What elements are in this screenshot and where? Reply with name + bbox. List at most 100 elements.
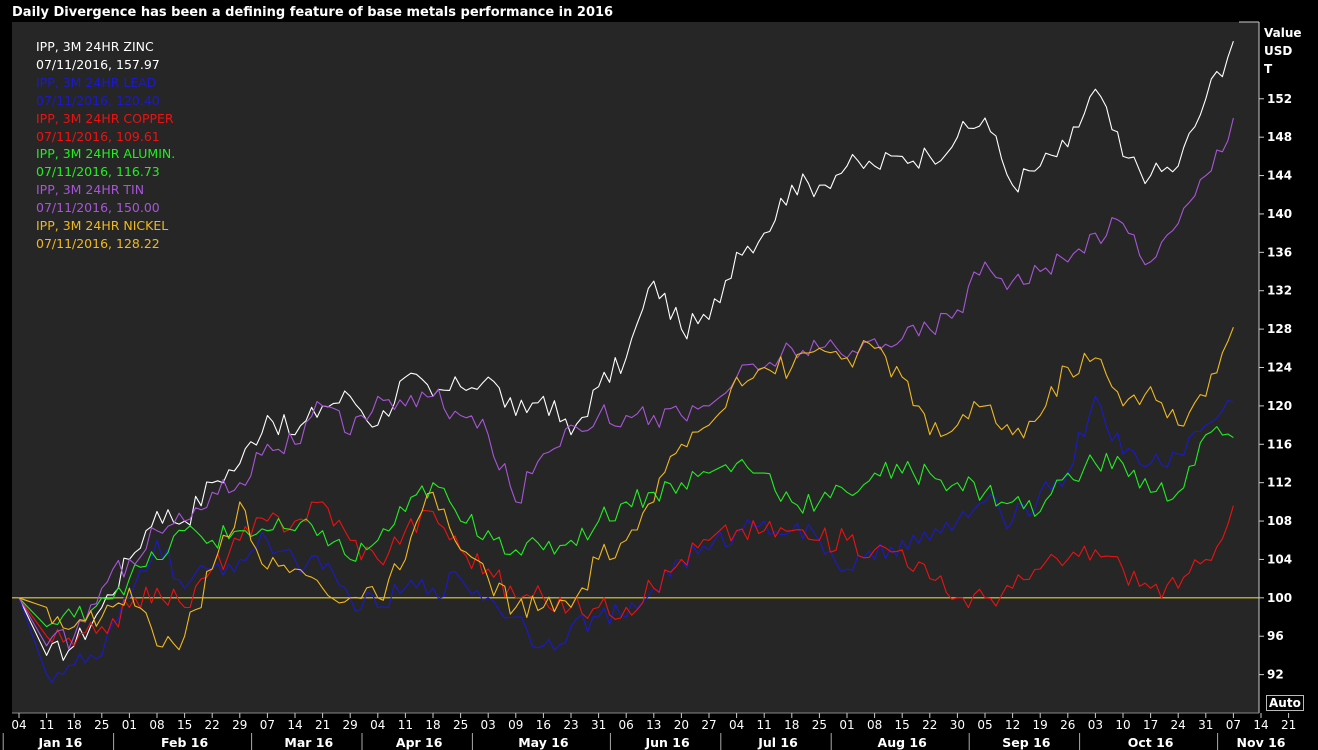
- legend-value-zinc: 07/11/2016, 157.97: [36, 56, 160, 72]
- x-day-label: 27: [701, 718, 716, 732]
- y-tick-label: 128: [1267, 322, 1292, 336]
- x-day-label: 04: [729, 718, 744, 732]
- x-month-label: Feb 16: [161, 735, 209, 750]
- x-month-label: Jan 16: [38, 735, 83, 750]
- x-day-label: 30: [950, 718, 965, 732]
- x-day-label: 29: [232, 718, 247, 732]
- x-day-label: 16: [536, 718, 551, 732]
- x-day-label: 09: [508, 718, 523, 732]
- x-day-label: 04: [11, 718, 26, 732]
- y-tick-label: 112: [1267, 476, 1292, 490]
- x-day-label: 08: [867, 718, 882, 732]
- legend-name-zinc: IPP, 3M 24HR ZINC: [36, 39, 154, 54]
- x-day-label: 25: [453, 718, 468, 732]
- x-day-label: 03: [1088, 718, 1103, 732]
- x-day-label: 04: [370, 718, 385, 732]
- y-tick-label: 136: [1267, 245, 1292, 259]
- unit-line-unit: T: [1264, 62, 1273, 76]
- x-day-label: 03: [481, 718, 496, 732]
- y-tick-label: 108: [1267, 514, 1292, 528]
- x-month-label: Aug 16: [878, 735, 928, 750]
- series-line-6[interactable]: [18, 327, 1234, 651]
- legend-value-lead: 07/11/2016, 120.40: [36, 92, 160, 108]
- x-day-label: 10: [1115, 718, 1130, 732]
- y-tick-label: 124: [1267, 361, 1292, 375]
- x-day-label: 13: [646, 718, 661, 732]
- legend-value-copper: 07/11/2016, 109.61: [36, 128, 160, 144]
- x-day-label: 26: [1060, 718, 1075, 732]
- legend-name-copper: IPP, 3M 24HR COPPER: [36, 110, 174, 126]
- chart-title: Daily Divergence has been a defining fea…: [12, 5, 614, 20]
- x-day-label: 31: [591, 718, 606, 732]
- y-axis-unit-label: Value USD T: [1264, 24, 1302, 78]
- auto-scale-button[interactable]: Auto: [1266, 695, 1304, 711]
- x-day-label: 18: [425, 718, 440, 732]
- x-day-label: 20: [674, 718, 689, 732]
- x-day-label: 14: [287, 718, 302, 732]
- x-day-label: 01: [122, 718, 137, 732]
- x-day-label: 11: [398, 718, 413, 732]
- x-month-label: May 16: [518, 735, 569, 750]
- series-line-4[interactable]: [18, 426, 1234, 628]
- unit-line-value: Value: [1264, 26, 1302, 40]
- legend-name-aluminium: IPP, 3M 24HR ALUMIN.: [36, 146, 176, 162]
- x-day-label: 07: [1226, 718, 1241, 732]
- x-day-label: 29: [343, 718, 358, 732]
- x-day-label: 08: [149, 718, 164, 732]
- x-month-label: Apr 16: [396, 735, 443, 750]
- y-tick-label: 152: [1267, 92, 1292, 106]
- x-day-label: 24: [1171, 718, 1186, 732]
- x-day-label: 05: [977, 718, 992, 732]
- legend: IPP, 3M 24HR ZINC 07/11/2016, 157.97 IPP…: [36, 38, 175, 253]
- x-month-label: Nov 16: [1237, 735, 1286, 750]
- x-month-label: Oct 16: [1128, 735, 1174, 750]
- x-month-label: Mar 16: [284, 735, 333, 750]
- x-day-label: 18: [784, 718, 799, 732]
- y-tick-label: 120: [1267, 399, 1292, 413]
- x-day-label: 21: [1281, 718, 1296, 732]
- x-month-label: Sep 16: [1002, 735, 1050, 750]
- x-day-label: 12: [1005, 718, 1020, 732]
- y-tick-label: 132: [1267, 284, 1292, 298]
- x-day-label: 07: [260, 718, 275, 732]
- x-day-label: 06: [619, 718, 634, 732]
- x-day-label: 17: [1143, 718, 1158, 732]
- x-day-label: 11: [757, 718, 772, 732]
- x-day-label: 22: [922, 718, 937, 732]
- x-day-label: 31: [1198, 718, 1213, 732]
- legend-value-aluminium: 07/11/2016, 116.73: [36, 164, 160, 180]
- series-line-5[interactable]: [18, 117, 1234, 650]
- unit-line-currency: USD: [1264, 44, 1293, 58]
- x-day-label: 21: [315, 718, 330, 732]
- legend-name-tin: IPP, 3M 24HR TIN: [36, 182, 145, 198]
- series-line-1[interactable]: [18, 41, 1234, 661]
- x-day-label: 14: [1253, 718, 1268, 732]
- y-tick-label: 144: [1267, 169, 1292, 183]
- series-line-3[interactable]: [18, 501, 1234, 647]
- y-tick-label: 148: [1267, 130, 1292, 144]
- y-tick-label: 96: [1267, 629, 1284, 643]
- x-day-label: 01: [839, 718, 854, 732]
- legend-name-nickel: IPP, 3M 24HR NICKEL: [36, 218, 169, 234]
- y-tick-label: 140: [1267, 207, 1292, 221]
- x-day-label: 18: [67, 718, 82, 732]
- x-day-label: 25: [812, 718, 827, 732]
- legend-name-lead: IPP, 3M 24HR LEAD: [36, 74, 157, 90]
- x-day-label: 25: [94, 718, 109, 732]
- x-day-label: 15: [895, 718, 910, 732]
- x-month-label: Jun 16: [644, 735, 689, 750]
- x-day-label: 15: [177, 718, 192, 732]
- x-day-label: 23: [563, 718, 578, 732]
- y-tick-label: 100: [1267, 591, 1292, 605]
- y-tick-label: 92: [1267, 668, 1284, 682]
- legend-value-tin: 07/11/2016, 150.00: [36, 200, 160, 216]
- x-day-label: 19: [1033, 718, 1048, 732]
- x-day-label: 22: [205, 718, 220, 732]
- series-line-2[interactable]: [18, 395, 1234, 683]
- legend-value-nickel: 07/11/2016, 128.22: [36, 235, 160, 251]
- y-tick-label: 116: [1267, 437, 1292, 451]
- y-tick-label: 104: [1267, 552, 1292, 566]
- x-day-label: 11: [39, 718, 54, 732]
- x-month-label: Jul 16: [757, 735, 798, 750]
